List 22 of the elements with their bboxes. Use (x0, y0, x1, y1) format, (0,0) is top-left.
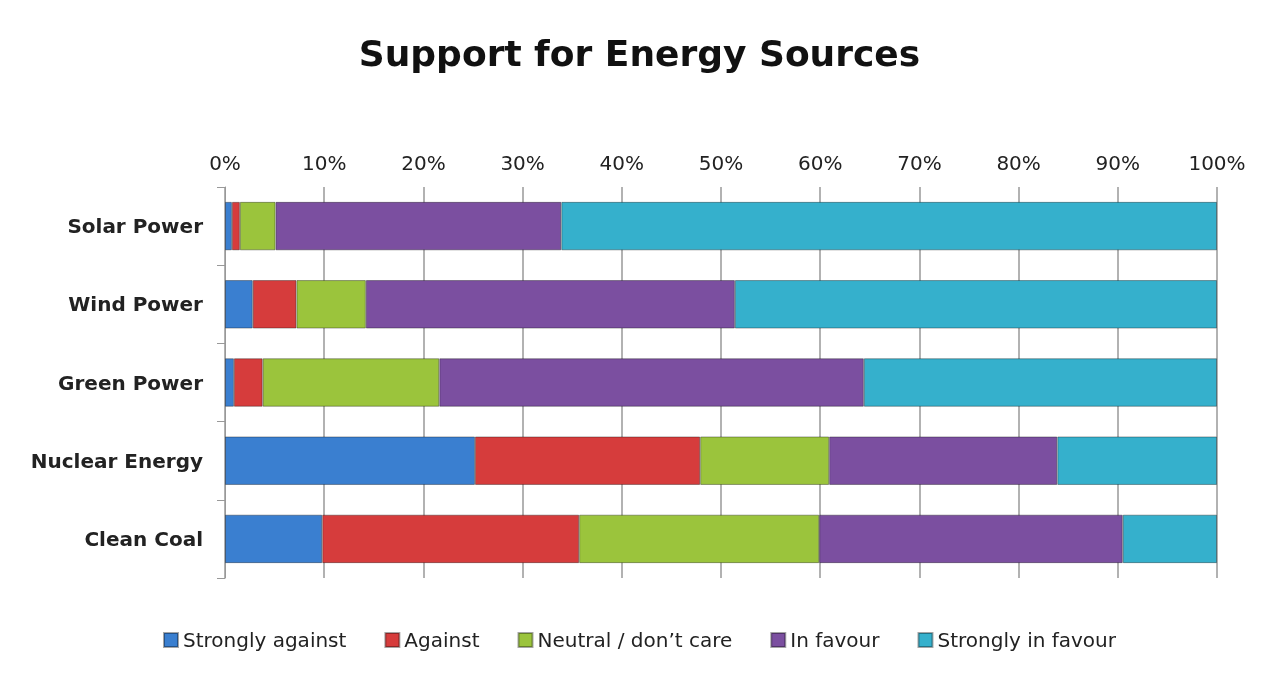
x-tick-label: 10% (301, 151, 347, 175)
x-tick-label: 30% (500, 151, 545, 175)
y-tick-label: Clean Coal (84, 526, 203, 551)
x-tick-label: 50% (698, 151, 744, 175)
x-tick-label: 70% (897, 151, 942, 175)
x-tick-label: 90% (1095, 151, 1141, 175)
x-tick-label: 0% (209, 151, 241, 175)
legend-label: Neutral / don’t care (537, 628, 733, 652)
y-tick-label: Solar Power (67, 214, 204, 239)
legend-label: Strongly against (182, 628, 347, 652)
chart-title: Support for Energy Sources (358, 32, 921, 74)
x-tick-label: 100% (1188, 151, 1246, 175)
y-tick-label: Nuclear Energy (30, 448, 203, 473)
legend-label: Strongly in favour (937, 628, 1117, 652)
y-tick-label: Green Power (58, 370, 204, 395)
x-tick-label: 40% (599, 151, 645, 175)
legend-label: Against (404, 628, 480, 652)
x-tick-label: 20% (401, 151, 446, 175)
legend-label: In favour (790, 628, 881, 652)
x-tick-label: 60% (797, 151, 843, 175)
y-tick-label: Wind Power (68, 292, 204, 317)
x-tick-label: 80% (996, 151, 1041, 175)
